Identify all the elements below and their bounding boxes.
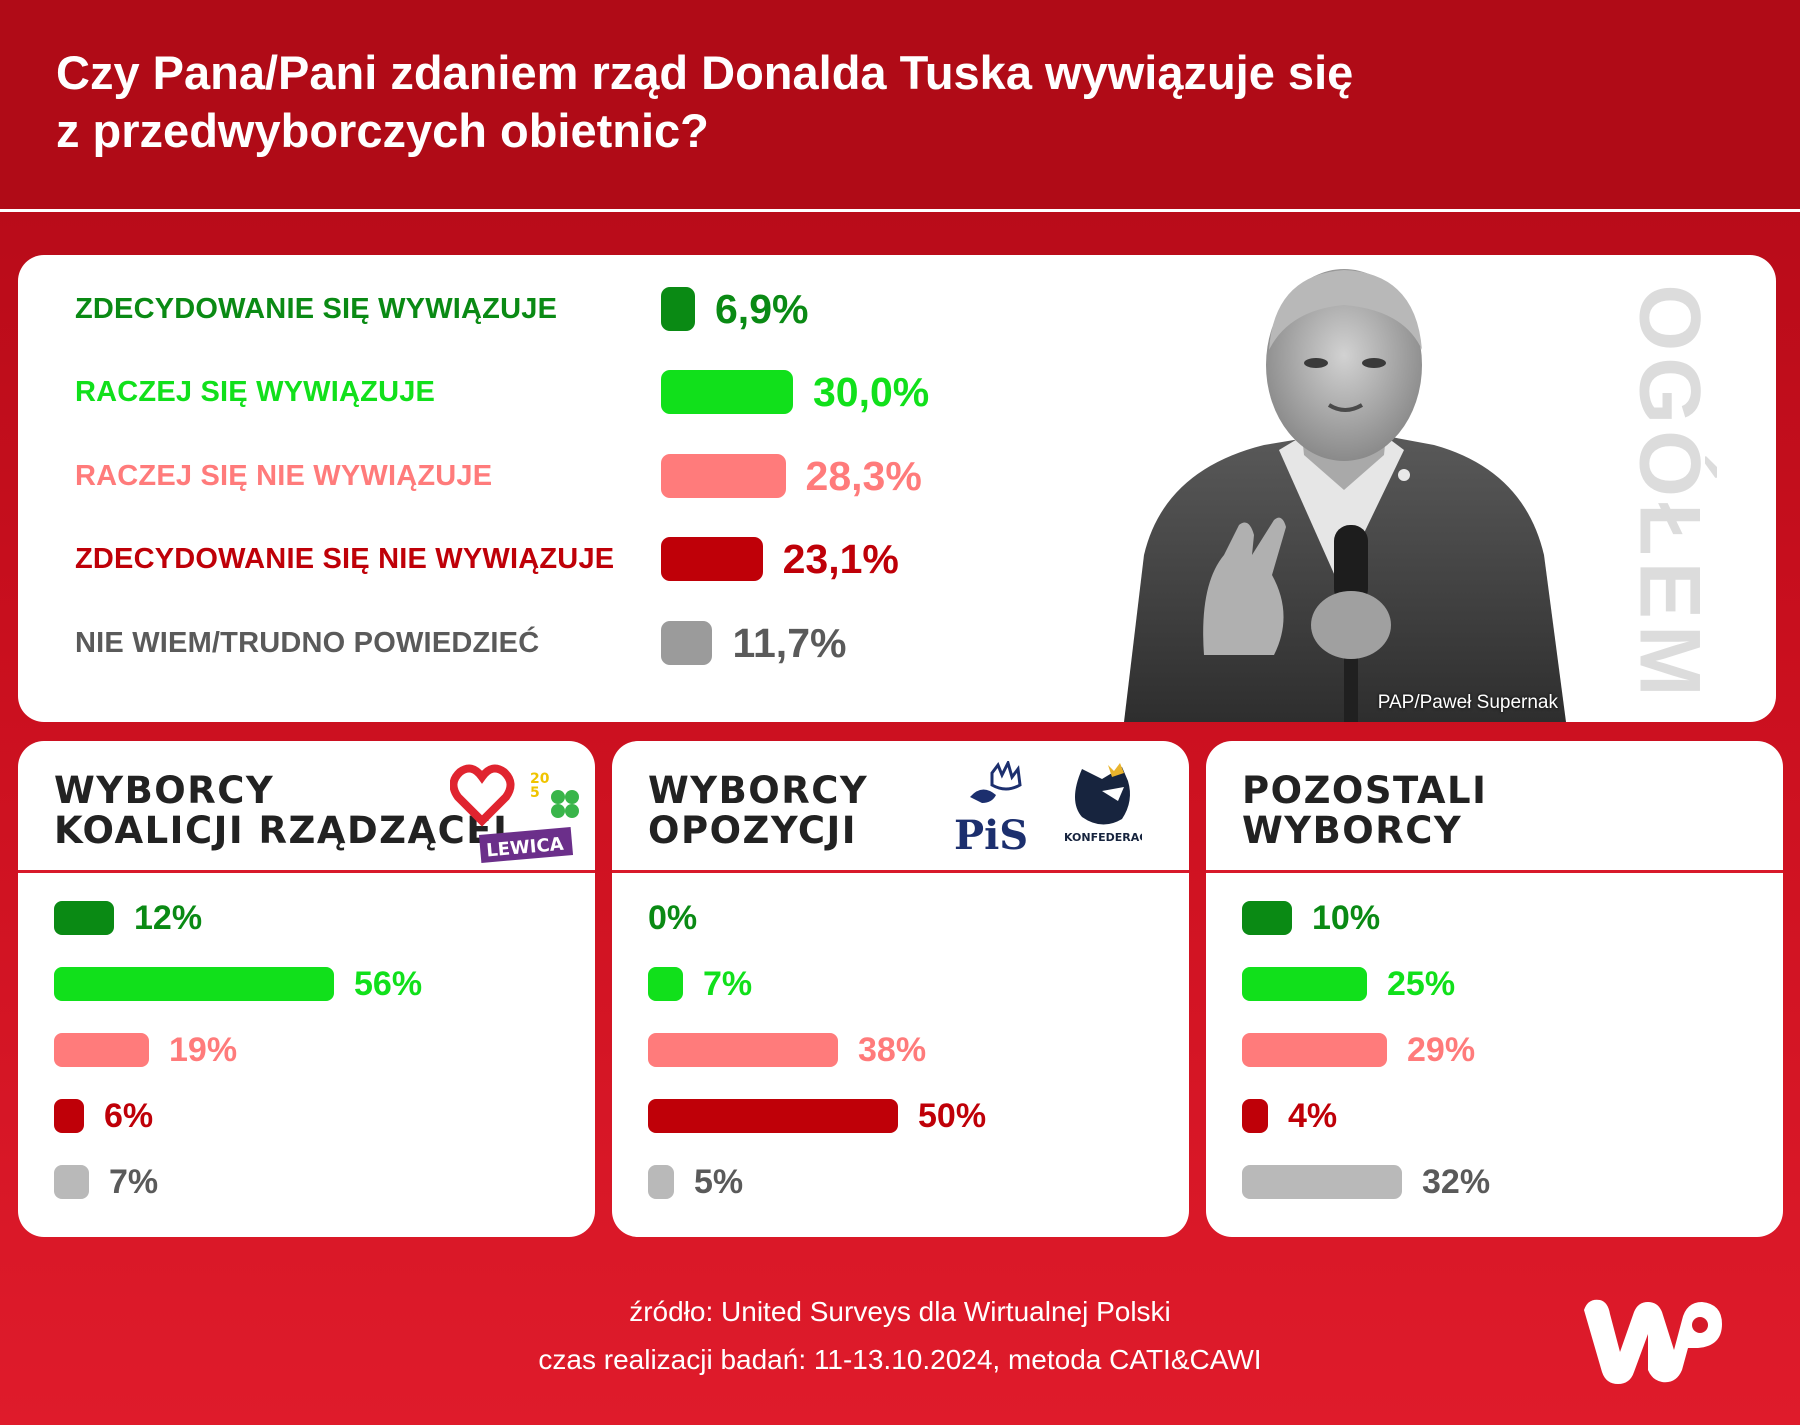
group3-bar-strongly-no <box>1242 1099 1268 1133</box>
overall-bar-strongly-no <box>661 537 763 581</box>
header: Czy Pana/Pani zdaniem rząd Donalda Tuska… <box>0 0 1800 212</box>
group2-bar-rather-no <box>648 1033 838 1067</box>
politician-photo: PAP/Paweł Supernak <box>1104 255 1586 722</box>
group2-value-strongly-yes: 0% <box>648 899 698 937</box>
group2-value-rather-yes: 7% <box>703 965 753 1003</box>
svg-text:20: 20 <box>530 771 550 787</box>
other-voters-title: POZOSTALI WYBORCY <box>1242 769 1488 852</box>
group3-bar-dont-know <box>1242 1165 1402 1199</box>
pis-logo-icon: PiS <box>954 761 1028 859</box>
konfederacja-logo-icon: KONFEDERACJA <box>1064 763 1142 844</box>
group1-value-rather-no: 19% <box>169 1031 238 1069</box>
group1-bar-rather-no <box>54 1033 149 1067</box>
overall-label-strongly-yes: ZDECYDOWANIE SIĘ WYWIĄZUJE <box>75 293 558 325</box>
group3-value-strongly-yes: 10% <box>1312 899 1381 937</box>
page-title: Czy Pana/Pani zdaniem rząd Donalda Tuska… <box>56 44 1456 160</box>
group1-bar-strongly-no <box>54 1099 84 1133</box>
group1-value-rather-yes: 56% <box>354 965 423 1003</box>
heart-logo-icon <box>450 764 515 827</box>
group2-value-dont-know: 5% <box>694 1163 744 1201</box>
coalition-voters-title: WYBORCY KOALICJI RZĄDZĄCEJ <box>54 769 509 852</box>
overall-value-rather-no: 28,3% <box>805 453 922 499</box>
group2-bar-strongly-no <box>648 1099 898 1133</box>
overall-bar-strongly-yes <box>661 287 695 331</box>
2050-logo-icon: 20 5 <box>530 769 552 801</box>
overall-bar-dont-know <box>661 621 713 665</box>
group2-value-strongly-no: 50% <box>918 1097 987 1135</box>
group2-bar-rather-yes <box>648 967 683 1001</box>
source-text: źródło: United Surveys dla Wirtualnej Po… <box>629 1296 1171 1327</box>
group3-bar-rather-yes <box>1242 967 1367 1001</box>
group3-value-dont-know: 32% <box>1422 1163 1491 1201</box>
coalition-voters-card: WYBORCY KOALICJI RZĄDZĄCEJ 20 5 LEWICA 1… <box>18 741 595 1237</box>
overall-bar-rather-no <box>661 454 786 498</box>
overall-label-dont-know: NIE WIEM/TRUDNO POWIEDZIEĆ <box>75 627 540 659</box>
group3-value-strongly-no: 4% <box>1288 1097 1338 1135</box>
group2-value-rather-no: 38% <box>858 1031 927 1069</box>
overall-label-rather-yes: RACZEJ SIĘ WYWIĄZUJE <box>75 376 436 408</box>
svg-text:5: 5 <box>530 785 540 801</box>
overall-label-rather-no: RACZEJ SIĘ NIE WYWIĄZUJE <box>75 460 493 492</box>
coalition-voters-header: WYBORCY KOALICJI RZĄDZĄCEJ 20 5 LEWICA <box>18 741 595 873</box>
group3-bar-strongly-yes <box>1242 901 1292 935</box>
photo-credit: PAP/Paweł Supernak <box>1377 692 1558 713</box>
title-line-2: z przedwyborczych obietnic? <box>56 104 709 157</box>
overall-value-dont-know: 11,7% <box>732 620 847 666</box>
wp-logo-icon <box>1584 1299 1722 1384</box>
overall-bar-rather-yes <box>661 370 793 414</box>
overall-value-strongly-yes: 6,9% <box>715 286 809 332</box>
group1-bar-rather-yes <box>54 967 334 1001</box>
group1-bar-strongly-yes <box>54 901 114 935</box>
group3-value-rather-yes: 25% <box>1387 965 1456 1003</box>
opposition-voters-title: WYBORCY OPOZYCJI <box>648 769 869 852</box>
title-line-1: Czy Pana/Pani zdaniem rząd Donalda Tuska… <box>56 46 1354 99</box>
overall-value-rather-yes: 30,0% <box>813 369 930 415</box>
opposition-logos: PiS KONFEDERACJA <box>954 761 1142 859</box>
other-voters-card: POZOSTALI WYBORCY 10% 25% 29% 4% 32% <box>1206 741 1783 1237</box>
overall-value-strongly-no: 23,1% <box>782 536 899 582</box>
overall-chart-card: PAP/Paweł Supernak OGÓŁEM ZDECYDOWANIE S… <box>18 255 1776 722</box>
svg-text:KONFEDERACJA: KONFEDERACJA <box>1064 831 1142 844</box>
group2-bar-dont-know <box>648 1165 674 1199</box>
overall-side-label: OGÓŁEM <box>1621 283 1718 703</box>
coalition-logos: 20 5 LEWICA <box>450 764 579 863</box>
group3-value-rather-no: 29% <box>1407 1031 1476 1069</box>
group1-bar-dont-know <box>54 1165 89 1199</box>
group1-value-dont-know: 7% <box>109 1163 159 1201</box>
opposition-voters-card: WYBORCY OPOZYCJI PiS KONFEDERACJA 0%7% 38… <box>612 741 1189 1237</box>
group3-bar-rather-no <box>1242 1033 1387 1067</box>
svg-text:PiS: PiS <box>954 812 1028 859</box>
portrait-image <box>1124 269 1566 722</box>
group1-value-strongly-yes: 12% <box>134 899 203 937</box>
opposition-voters-header: WYBORCY OPOZYCJI PiS KONFEDERACJA <box>612 741 1189 873</box>
clover-logo-icon <box>551 790 579 818</box>
other-voters-header: POZOSTALI WYBORCY <box>1206 741 1783 873</box>
footer: źródło: United Surveys dla Wirtualnej Po… <box>0 1295 1800 1377</box>
method-text: czas realizacji badań: 11-13.10.2024, me… <box>538 1344 1262 1375</box>
group1-value-strongly-no: 6% <box>104 1097 154 1135</box>
lewica-logo-icon: LEWICA <box>478 827 574 863</box>
overall-label-strongly-no: ZDECYDOWANIE SIĘ NIE WYWIĄZUJE <box>75 543 615 575</box>
